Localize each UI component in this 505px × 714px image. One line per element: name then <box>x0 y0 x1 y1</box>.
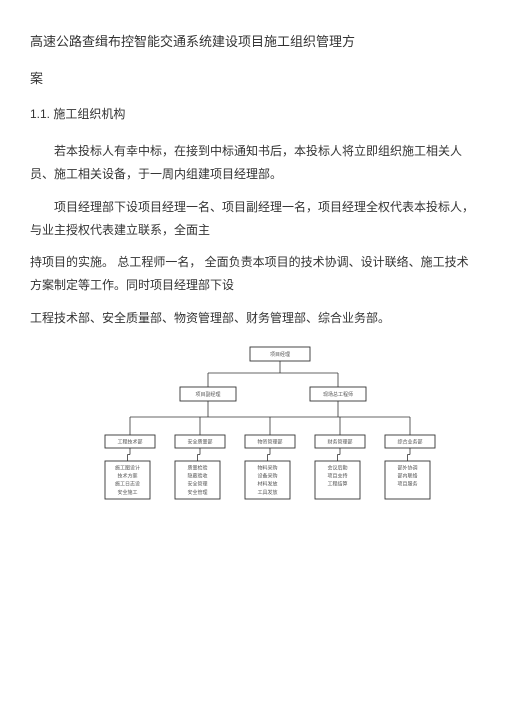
doc-title-line1: 高速公路查缉布控智能交通系统建设项目施工组织管理方 <box>30 30 475 55</box>
svg-text:安全施工: 安全施工 <box>117 489 137 496</box>
svg-text:部外协调: 部外协调 <box>397 464 417 471</box>
svg-text:安全管理: 安全管理 <box>187 489 207 496</box>
svg-text:会议后勤: 会议后勤 <box>327 464 347 471</box>
section-heading-1-1: 1.1. 施工组织机构 <box>30 103 475 126</box>
svg-text:施工图设计: 施工图设计 <box>115 464 140 471</box>
svg-text:材料发放: 材料发放 <box>257 480 277 487</box>
svg-text:物料采购: 物料采购 <box>257 464 277 471</box>
doc-title-line2: 案 <box>30 67 475 92</box>
svg-text:财务管理部: 财务管理部 <box>327 438 352 445</box>
svg-text:项目副经理: 项目副经理 <box>195 391 220 398</box>
svg-text:物资管理部: 物资管理部 <box>257 438 282 445</box>
svg-text:项目经理: 项目经理 <box>270 351 290 358</box>
svg-text:安全质量部: 安全质量部 <box>187 438 212 445</box>
svg-text:项目支持: 项目支持 <box>327 472 347 479</box>
svg-text:综合业务部: 综合业务部 <box>397 438 422 445</box>
svg-text:技术方案: 技术方案 <box>117 472 137 479</box>
svg-text:工具发放: 工具发放 <box>257 489 277 496</box>
svg-text:工程结算: 工程结算 <box>327 480 347 487</box>
paragraph-3: 持项目的实施。 总工程师一名， 全面负责本项目的技术协调、设计联络、施工技术方案… <box>30 251 475 297</box>
svg-text:现场总工程师: 现场总工程师 <box>323 391 353 398</box>
svg-text:部内联络: 部内联络 <box>397 472 417 479</box>
paragraph-1: 若本投标人有幸中标，在接到中标通知书后，本投标人将立即组织施工相关人员、施工相关… <box>30 140 475 186</box>
svg-text:质量检验: 质量检验 <box>187 464 207 471</box>
svg-text:工程技术部: 工程技术部 <box>117 438 142 445</box>
paragraph-4: 工程技术部、安全质量部、物资管理部、财务管理部、综合业务部。 <box>30 307 475 330</box>
svg-text:设备采购: 设备采购 <box>257 472 277 479</box>
svg-text:项目服务: 项目服务 <box>397 480 417 487</box>
paragraph-2: 项目经理部下设项目经理一名、项目副经理一名，项目经理全权代表本投标人，与业主授权… <box>30 196 475 242</box>
org-chart: 项目经理项目副经理 现场总工程师工程技术部 安全质量部 物资管理部 财务管理部 综合业务部… <box>85 340 455 503</box>
svg-text:隐蔽验收: 隐蔽验收 <box>187 472 207 479</box>
svg-text:安全管理: 安全管理 <box>187 480 207 487</box>
svg-text:施工日志设: 施工日志设 <box>115 480 140 487</box>
org-chart-svg: 项目经理项目副经理 现场总工程师工程技术部 安全质量部 物资管理部 财务管理部 综合业务部… <box>85 343 455 503</box>
